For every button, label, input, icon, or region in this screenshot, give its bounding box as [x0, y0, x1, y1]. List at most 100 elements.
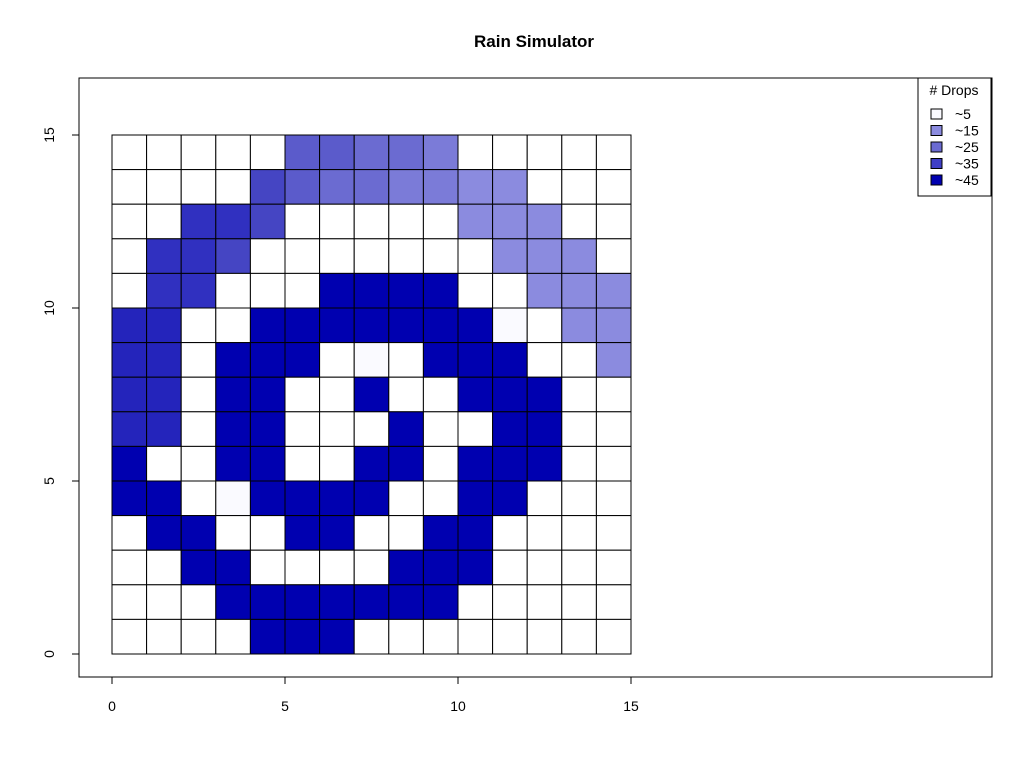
heatmap-cell	[561, 618, 597, 655]
heatmap-cell	[526, 549, 563, 586]
heatmap-cell	[215, 618, 251, 655]
heatmap-cell	[561, 342, 597, 378]
heatmap-cell	[561, 169, 597, 205]
heatmap-cell	[284, 272, 321, 309]
legend-items: ~5~15~25~35~45	[930, 106, 979, 188]
heatmap-cell	[595, 238, 632, 274]
heatmap-cell	[180, 445, 217, 482]
heatmap-cell	[180, 376, 217, 413]
heatmap-cell	[146, 169, 182, 205]
heatmap-cell	[284, 584, 321, 620]
heatmap-cell	[319, 169, 355, 205]
heatmap-cell	[249, 584, 286, 620]
legend-label: ~35	[955, 156, 979, 172]
heatmap-cell	[353, 134, 390, 171]
heatmap-cell	[492, 515, 528, 551]
heatmap-cell	[146, 307, 182, 344]
heatmap-cell	[492, 272, 528, 309]
heatmap-cell	[353, 203, 390, 240]
heatmap-cell	[319, 307, 355, 344]
heatmap-cell	[422, 342, 459, 378]
heatmap-cell	[353, 515, 390, 551]
heatmap-cell	[457, 272, 494, 309]
heatmap-cell	[422, 445, 459, 482]
heatmap-cell	[595, 134, 632, 171]
heatmap-cell	[215, 169, 251, 205]
heatmap-cell	[284, 549, 321, 586]
heatmap-cell	[595, 584, 632, 620]
heatmap-cell	[595, 515, 632, 551]
legend: # Drops ~5~15~25~35~45	[917, 77, 992, 197]
heatmap-cell	[284, 238, 321, 274]
heatmap-cell	[457, 169, 494, 205]
heatmap-cell	[284, 169, 321, 205]
heatmap-cell	[561, 238, 597, 274]
heatmap-cell	[319, 584, 355, 620]
heatmap-cell	[526, 272, 563, 309]
heatmap-cell	[249, 203, 286, 240]
heatmap-cell	[180, 515, 217, 551]
legend-label: ~5	[955, 106, 971, 122]
heatmap-cell	[457, 480, 494, 517]
heatmap-cell	[457, 618, 494, 655]
heatmap-cell	[319, 376, 355, 413]
heatmap-cell	[111, 169, 148, 205]
heatmap-cell	[561, 584, 597, 620]
heatmap-cell	[388, 376, 424, 413]
heatmap-cell	[422, 376, 459, 413]
heatmap-cell	[111, 584, 148, 620]
x-tick-label: 10	[450, 698, 466, 714]
heatmap-cell	[595, 618, 632, 655]
heatmap-cell	[457, 445, 494, 482]
heatmap-cell	[561, 307, 597, 344]
heatmap-cell	[215, 549, 251, 586]
heatmap-cell	[111, 515, 148, 551]
heatmap-cell	[249, 272, 286, 309]
heatmap-cell	[457, 584, 494, 620]
heatmap-cell	[146, 549, 182, 586]
heatmap-cell	[284, 134, 321, 171]
heatmap-cell	[422, 134, 459, 171]
heatmap-cell	[215, 134, 251, 171]
heatmap-cell	[180, 134, 217, 171]
heatmap-cell	[111, 203, 148, 240]
legend-swatch	[930, 174, 943, 186]
heatmap-cell	[492, 134, 528, 171]
heatmap-cell	[388, 169, 424, 205]
heatmap-cell	[492, 376, 528, 413]
heatmap-cell	[319, 618, 355, 655]
heatmap-cell	[249, 169, 286, 205]
heatmap-cell	[353, 549, 390, 586]
heatmap-cell	[388, 238, 424, 274]
heatmap-cell	[180, 480, 217, 517]
heatmap-cell	[319, 134, 355, 171]
heatmap-cell	[180, 584, 217, 620]
heatmap-cell	[111, 445, 148, 482]
heatmap-cell	[353, 307, 390, 344]
heatmap-cell	[492, 238, 528, 274]
heatmap-cell	[215, 445, 251, 482]
heatmap-cell	[422, 515, 459, 551]
heatmap-cell	[457, 342, 494, 378]
heatmap-cell	[146, 618, 182, 655]
legend-swatch	[930, 158, 943, 169]
heatmap-cell	[319, 272, 355, 309]
heatmap-cell	[422, 203, 459, 240]
heatmap-cell	[111, 134, 148, 171]
heatmap-cell	[146, 445, 182, 482]
heatmap-cell	[492, 584, 528, 620]
heatmap-cell	[146, 411, 182, 447]
heatmap-cell	[526, 134, 563, 171]
heatmap-cell	[284, 445, 321, 482]
heatmap-cell	[249, 445, 286, 482]
heatmap-cell	[284, 618, 321, 655]
heatmap-cell	[111, 480, 148, 517]
heatmap-cell	[180, 342, 217, 378]
heatmap-cell	[284, 203, 321, 240]
heatmap-cell	[215, 203, 251, 240]
heatmap-cell	[353, 272, 390, 309]
heatmap-cell	[422, 618, 459, 655]
legend-swatch	[930, 125, 943, 136]
chart-title: Rain Simulator	[474, 32, 594, 51]
heatmap-cell	[422, 584, 459, 620]
